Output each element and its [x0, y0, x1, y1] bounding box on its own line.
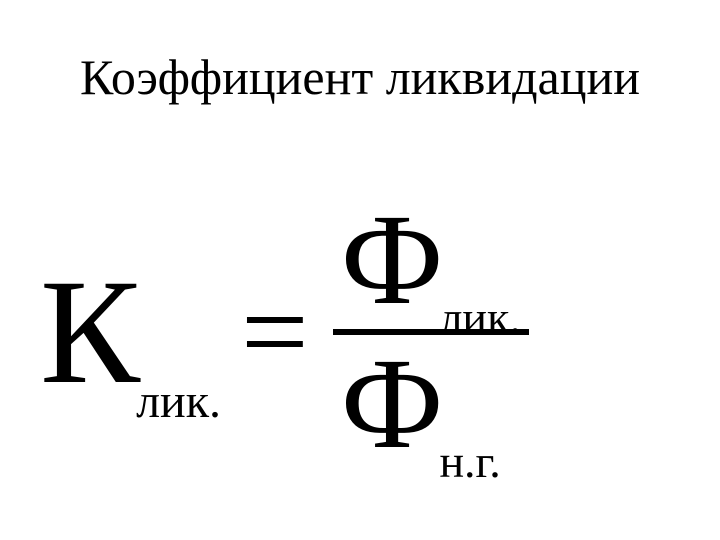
denominator-subscript: н.г.	[439, 435, 500, 488]
formula-container: К лик. = Ф лик. Ф н.г.	[40, 195, 529, 469]
denominator-variable: Ф	[341, 339, 444, 469]
fraction: Ф лик. Ф н.г.	[333, 195, 529, 469]
formula-lhs: К лик.	[40, 257, 221, 407]
equals-sign: =	[241, 272, 309, 392]
lhs-subscript: лик.	[136, 374, 221, 429]
page-title: Коэффициент ликвидации	[0, 48, 720, 106]
numerator: Ф лик.	[333, 195, 529, 325]
numerator-subscript: лик.	[439, 291, 520, 344]
numerator-variable: Ф	[341, 195, 444, 325]
lhs-variable: К	[40, 257, 140, 407]
denominator: Ф н.г.	[333, 339, 529, 469]
